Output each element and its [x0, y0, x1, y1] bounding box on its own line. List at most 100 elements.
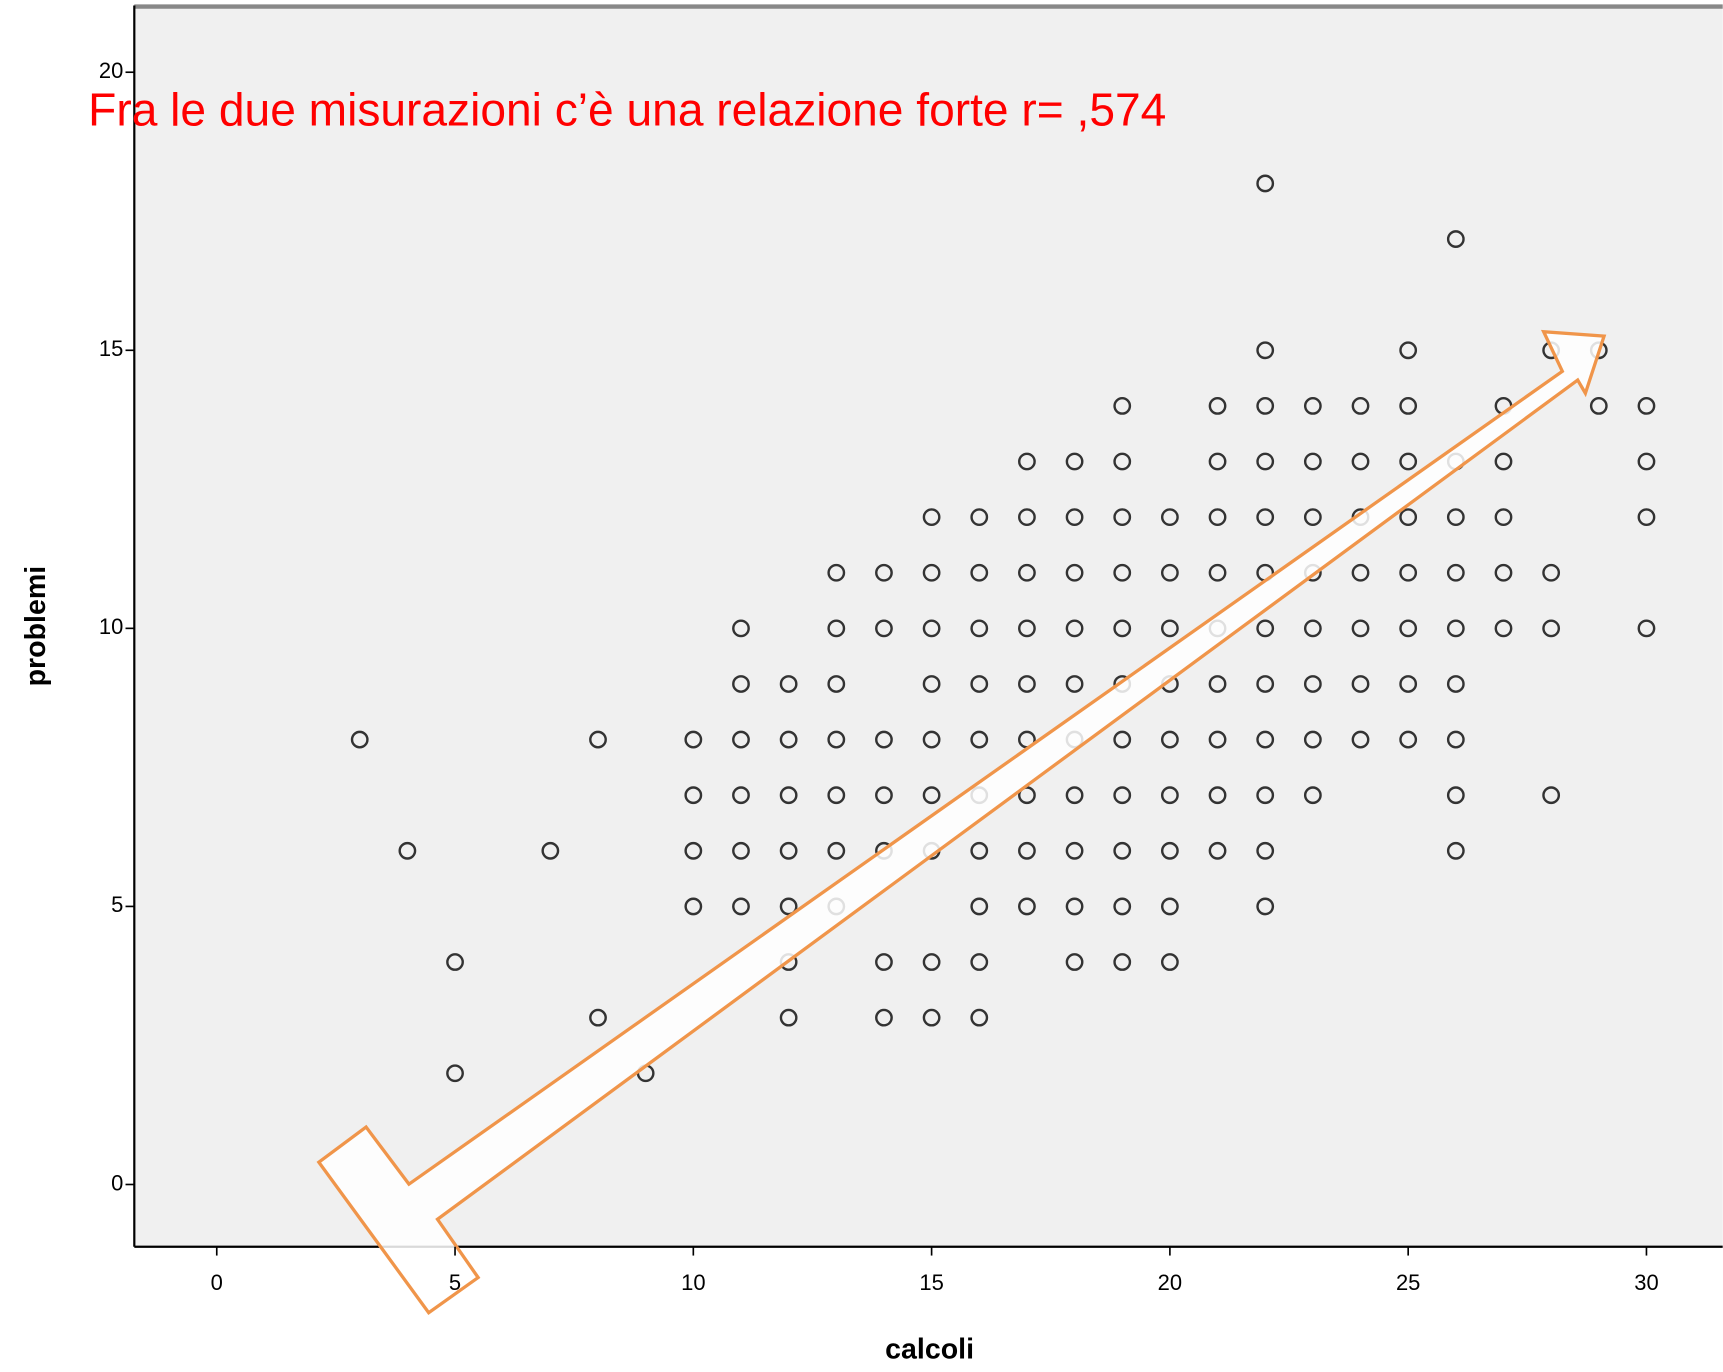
point [970, 1008, 989, 1027]
point [1494, 619, 1513, 638]
point [1446, 675, 1465, 693]
point [1208, 563, 1227, 582]
point [922, 563, 941, 582]
point [1446, 619, 1465, 638]
point [1446, 508, 1465, 527]
point [1399, 619, 1418, 638]
point [732, 897, 750, 916]
point [922, 508, 941, 527]
point [732, 841, 750, 860]
x-tick-label: 20 [1158, 1270, 1182, 1295]
point [1208, 452, 1227, 471]
point [1113, 619, 1132, 638]
point [446, 953, 464, 971]
point [1351, 452, 1370, 471]
x-tick-label: 5 [449, 1270, 461, 1295]
point [1494, 508, 1513, 527]
point [1446, 230, 1465, 248]
point [684, 897, 703, 916]
point [684, 730, 703, 749]
point [1065, 563, 1084, 582]
point [1018, 452, 1036, 471]
point [875, 786, 893, 805]
point [779, 786, 798, 805]
point [589, 730, 607, 749]
point [1160, 730, 1179, 749]
point [875, 619, 893, 638]
point [1446, 841, 1465, 860]
point [875, 953, 893, 971]
point [1542, 619, 1561, 638]
point [970, 953, 989, 971]
point [732, 675, 750, 693]
point [446, 1064, 464, 1083]
y-tick-label: 0 [111, 1170, 123, 1195]
point [1399, 675, 1418, 693]
point [1399, 397, 1418, 415]
point [970, 841, 989, 860]
point [1208, 841, 1227, 860]
point [1065, 619, 1084, 638]
point [1160, 953, 1179, 971]
y-axis-label: problemi [20, 566, 52, 687]
point [541, 841, 560, 860]
point [779, 897, 798, 916]
point [970, 897, 989, 916]
point [779, 841, 798, 860]
plot-area [134, 5, 1723, 1247]
point [1256, 508, 1275, 527]
point [1065, 786, 1084, 805]
point [827, 675, 846, 693]
point [1113, 953, 1132, 971]
point [779, 730, 798, 749]
annotation: Fra le due misurazioni c’è una relazione… [88, 83, 1166, 135]
point [970, 675, 989, 693]
point [1494, 452, 1513, 471]
point [1399, 341, 1418, 360]
point [1018, 675, 1036, 693]
point [1065, 452, 1084, 471]
point [1589, 397, 1608, 415]
point [1256, 174, 1275, 193]
x-tick-label: 10 [681, 1270, 705, 1295]
point [875, 730, 893, 749]
point [1351, 675, 1370, 693]
point [827, 619, 846, 638]
point [732, 619, 750, 638]
point [1256, 730, 1275, 749]
point [1256, 619, 1275, 638]
point [922, 619, 941, 638]
point [1399, 452, 1418, 471]
point [1256, 786, 1275, 805]
point [1303, 508, 1322, 527]
point [779, 675, 798, 693]
point [684, 841, 703, 860]
point [1637, 452, 1656, 471]
point [1494, 563, 1513, 582]
point [1160, 897, 1179, 916]
point [1018, 563, 1036, 582]
point [1208, 675, 1227, 693]
point [1637, 397, 1656, 415]
point [1113, 841, 1132, 860]
point [589, 1008, 607, 1027]
point [1256, 397, 1275, 415]
point [827, 786, 846, 805]
point [1399, 730, 1418, 749]
point [779, 1008, 798, 1027]
point [1399, 508, 1418, 527]
point [1256, 452, 1275, 471]
point [1303, 730, 1322, 749]
point [1208, 397, 1227, 415]
point [1113, 397, 1132, 415]
point [1160, 508, 1179, 527]
point [350, 730, 369, 749]
point [922, 953, 941, 971]
x-axis-label: calcoli [885, 1334, 974, 1366]
point [1303, 786, 1322, 805]
point [1018, 619, 1036, 638]
point [1256, 341, 1275, 360]
point [970, 563, 989, 582]
point [827, 841, 846, 860]
